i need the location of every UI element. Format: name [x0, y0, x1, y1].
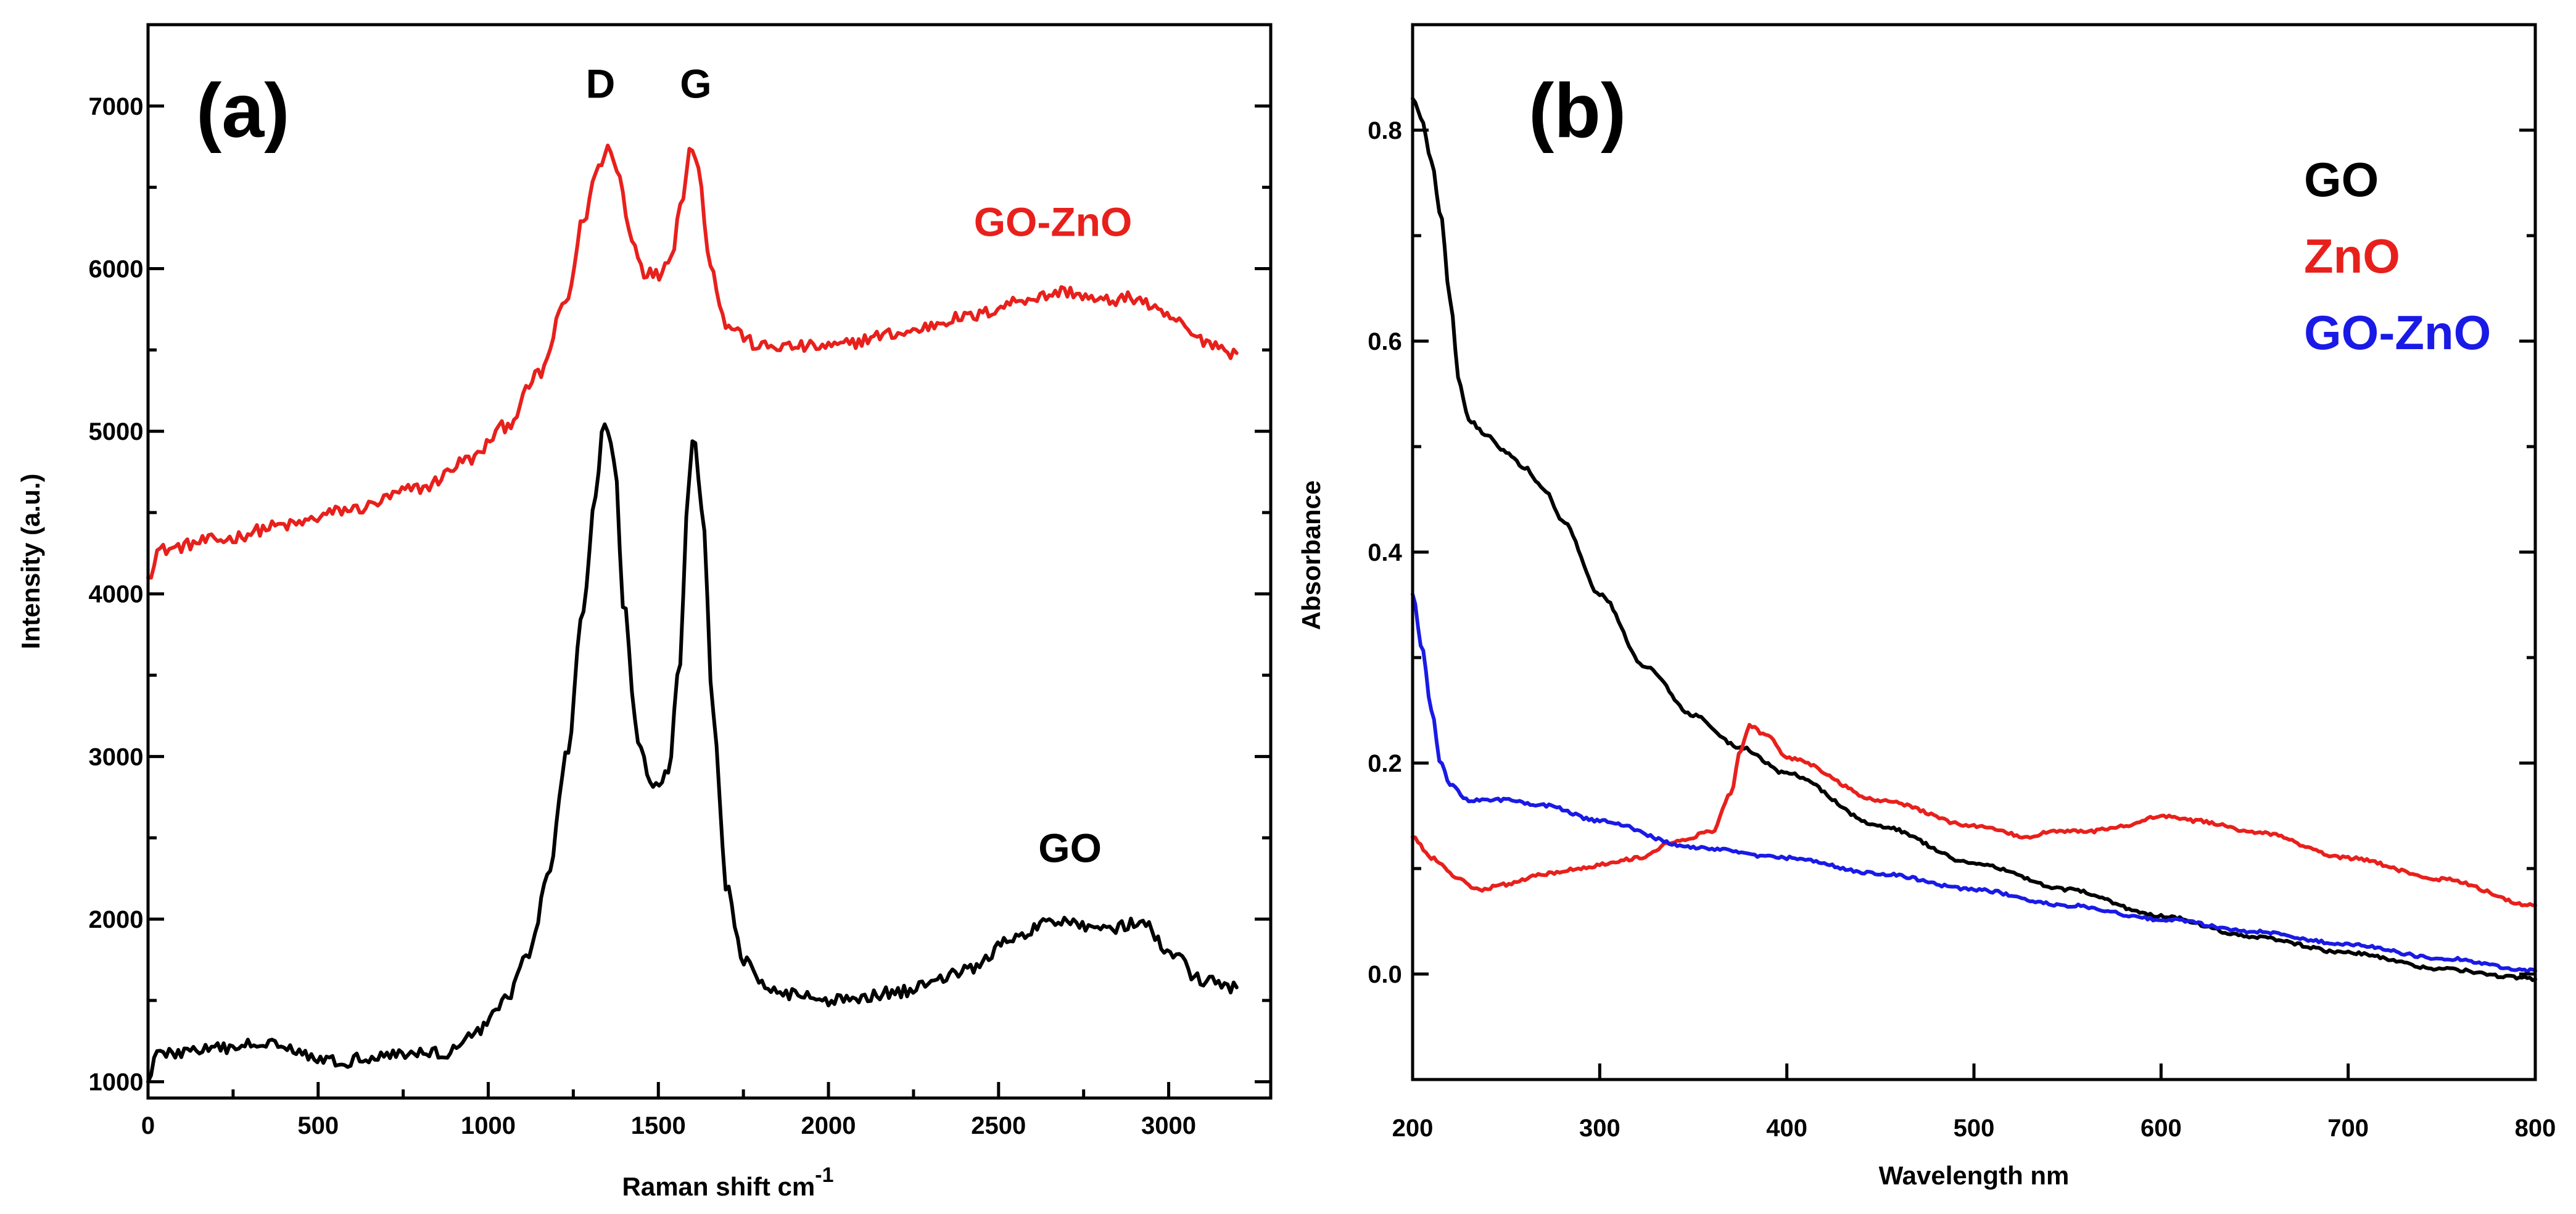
- b-x-tick-label: 800: [2515, 1115, 2556, 1142]
- a-annotation-layer: D G GO-ZnO GO: [586, 61, 1133, 871]
- a-annotation-d: D: [586, 61, 616, 107]
- a-x-tick-label: 500: [297, 1112, 339, 1139]
- a-plot-frame: [146, 23, 1273, 1100]
- b-legend-go-zno: GO-ZnO: [2304, 305, 2491, 360]
- b-legend-go: GO: [2304, 152, 2379, 207]
- b-series-go-zno-line: [1411, 592, 2537, 974]
- b-y-tick-label: 0.0: [1368, 961, 1402, 988]
- b-x-tick-label: 500: [1954, 1115, 1995, 1142]
- a-x-tick-label: 1000: [461, 1112, 516, 1139]
- a-y-tick-label: 5000: [89, 418, 144, 445]
- b-x-tick-label: 400: [1766, 1115, 1807, 1142]
- b-legend: GO ZnO GO-ZnO: [2304, 152, 2491, 360]
- b-y-tick-label: 0.8: [1368, 117, 1402, 144]
- b-tick-layer: 200 300 400 500 600 700 800 0.0 0.2 0.4 0.6 0.8: [1368, 117, 2556, 1142]
- b-x-tick-label: 200: [1392, 1115, 1434, 1142]
- a-y-tick-label: 1000: [89, 1069, 144, 1096]
- a-annotation-go-zno: GO-ZnO: [974, 199, 1133, 245]
- b-y-axis-title: Absorbance: [1297, 481, 1326, 630]
- a-x-axis-title-superscript: -1: [815, 1163, 833, 1187]
- panel-a-raman: 0 500 1000 1500 2000 2500 3000 1000 2000 3000 4000…: [16, 23, 1273, 1201]
- a-x-axis-title: Raman shift cm-1: [622, 1163, 834, 1201]
- b-series-zno-line: [1411, 722, 2537, 907]
- a-panel-label: (a): [196, 68, 290, 154]
- b-x-tick-label: 700: [2327, 1115, 2369, 1142]
- b-x-tick-label: 600: [2140, 1115, 2182, 1142]
- b-series-layer: [1411, 96, 2537, 982]
- a-annotation-go: GO: [1038, 825, 1102, 871]
- a-series-go-zno-line: [146, 143, 1239, 580]
- a-x-tick-label: 1500: [631, 1112, 686, 1139]
- a-tick-layer: 0 500 1000 1500 2000 2500 3000 1000 2000 3000 4000…: [89, 93, 1271, 1139]
- a-y-tick-label: 7000: [89, 93, 144, 120]
- a-x-tick-label: 2000: [801, 1112, 856, 1139]
- b-y-tick-label: 0.4: [1368, 539, 1402, 566]
- b-x-tick-label: 300: [1579, 1115, 1620, 1142]
- a-x-tick-label: 3000: [1141, 1112, 1196, 1139]
- a-x-tick-label: 2500: [971, 1112, 1026, 1139]
- a-series-go-line: [146, 422, 1239, 1084]
- b-panel-label: (b): [1529, 68, 1626, 154]
- b-y-tick-label: 0.2: [1368, 750, 1402, 777]
- b-y-tick-label: 0.6: [1368, 328, 1402, 355]
- a-y-tick-label: 3000: [89, 743, 144, 770]
- b-x-axis-title: Wavelength nm: [1879, 1161, 2070, 1190]
- a-series-layer: [146, 143, 1239, 1084]
- a-y-tick-label: 6000: [89, 255, 144, 283]
- a-x-axis-title-main: Raman shift cm: [622, 1172, 815, 1201]
- b-legend-zno: ZnO: [2304, 229, 2400, 283]
- a-y-tick-label: 4000: [89, 581, 144, 608]
- a-y-tick-label: 2000: [89, 906, 144, 933]
- b-series-go-line: [1411, 96, 2537, 982]
- panel-b-uvvis: 200 300 400 500 600 700 800 0.0 0.2 0.4 0.6 0.8 (b)…: [1297, 23, 2556, 1190]
- a-x-tick-label: 0: [141, 1112, 155, 1139]
- a-annotation-g: G: [680, 61, 711, 107]
- a-y-axis-title: Intensity (a.u.): [16, 474, 45, 650]
